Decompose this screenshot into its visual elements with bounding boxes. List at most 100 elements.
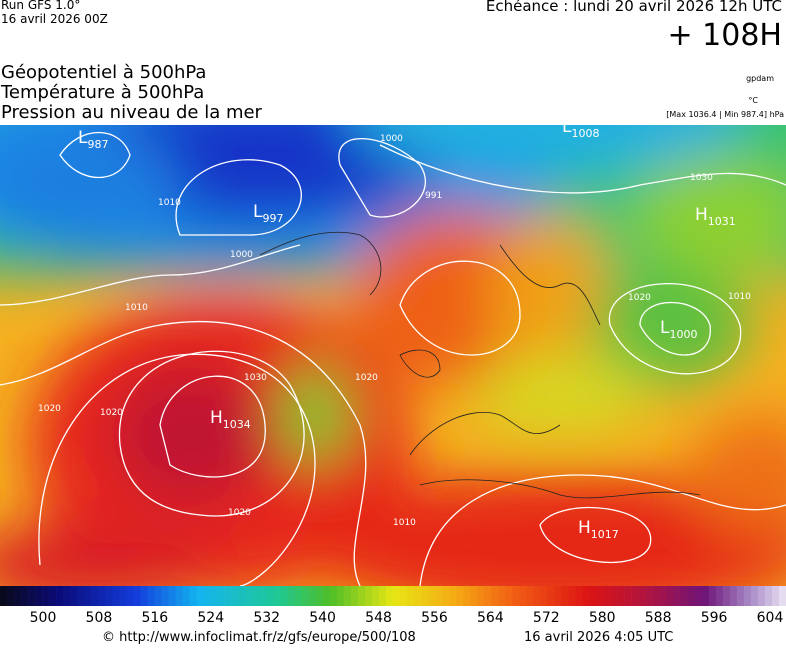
coastlines <box>259 231 701 499</box>
colorbar-label: 548 <box>365 610 392 626</box>
colorbar-swatch <box>421 586 429 606</box>
colorbar-label: 580 <box>588 610 616 626</box>
isobar-label: 1030 <box>690 173 713 183</box>
isobar-label: 1020 <box>228 508 251 518</box>
colorbar-swatch <box>182 586 190 606</box>
colorbar-swatch <box>42 586 50 606</box>
title: Pression au niveau de la mer <box>1 102 262 123</box>
isobars <box>0 132 786 586</box>
colorbar-swatch <box>357 586 366 606</box>
unit: [Max 1036.4 | Min 987.4] hPa <box>666 110 784 119</box>
colorbar-swatch <box>245 586 253 606</box>
colorbar-swatch <box>371 586 380 606</box>
colorbar-swatch <box>757 586 766 606</box>
colorbar-label: 500 <box>29 610 57 626</box>
isobar-label: 1010 <box>728 292 751 302</box>
colorbar-swatch <box>189 586 197 606</box>
center-letter: L <box>562 125 572 137</box>
forecast: Echéance : lundi 20 avril 2026 12h UTC <box>485 0 782 15</box>
colorbar-swatch <box>77 586 85 606</box>
colorbar-swatch <box>407 586 415 606</box>
colorbar-swatch <box>715 586 724 606</box>
colorbar-swatch <box>701 586 710 606</box>
colorbar-swatch <box>210 586 218 606</box>
colorbar-swatch <box>519 586 527 606</box>
colorbar-swatch <box>378 586 387 606</box>
isobar-label: 1010 <box>125 303 148 313</box>
colorbar-swatch <box>28 586 36 606</box>
colorbar-swatch <box>119 586 127 606</box>
colorbar-swatch <box>224 586 232 606</box>
colorbar-swatch <box>301 586 310 606</box>
colorbar-swatch <box>568 586 576 606</box>
colorbar-swatch <box>133 586 141 606</box>
colorbar-swatch <box>624 586 632 606</box>
colorbar-swatch <box>512 586 520 606</box>
colorbar-swatch <box>231 586 239 606</box>
colorbar-label: 524 <box>197 610 225 626</box>
colorbar-swatch <box>505 586 513 606</box>
colorbar-swatch <box>589 586 597 606</box>
colorbar-label: 516 <box>141 610 169 626</box>
colorbar-swatch <box>729 586 738 606</box>
colorbar-swatch <box>470 586 478 606</box>
colorbar-swatch <box>610 586 618 606</box>
timestamp: 16 avril 2026 4:05 UTC <box>524 630 674 645</box>
colorbar-swatch <box>736 586 745 606</box>
colorbar-swatch <box>680 586 689 606</box>
colorbar-label: 588 <box>644 610 672 626</box>
isobar-label: 1020 <box>355 373 378 383</box>
colorbar-swatch <box>217 586 225 606</box>
isobar-label: 1010 <box>393 518 416 528</box>
colorbar-swatch <box>140 586 148 606</box>
pressure-center: H1034 <box>210 408 251 431</box>
center-value: 1017 <box>591 528 619 541</box>
colorbar-swatch <box>70 586 78 606</box>
colorbar-swatch <box>582 586 590 606</box>
center-letter: H <box>695 205 708 225</box>
colorbar-swatch <box>456 586 464 606</box>
colorbar-swatch <box>154 586 162 606</box>
colorbar-swatch <box>442 586 450 606</box>
colorbar-swatch <box>294 586 303 606</box>
colorbar-swatch <box>617 586 625 606</box>
colorbar-swatch <box>631 586 639 606</box>
lead-time: + 108H <box>667 18 783 53</box>
colorbar-swatch <box>259 586 267 606</box>
colorbar-swatch <box>56 586 64 606</box>
colorbar-swatch <box>428 586 436 606</box>
colorbar-swatch <box>336 586 345 606</box>
isobar-label: 1000 <box>380 134 403 144</box>
colorbar-swatch <box>659 586 667 606</box>
colorbar-label: 604 <box>756 610 784 626</box>
colorbar-swatch <box>287 586 296 606</box>
colorbar-swatch <box>645 586 653 606</box>
isobar-label: 1000 <box>230 250 253 260</box>
title: Température à 500hPa <box>1 82 205 103</box>
center-letter: L <box>78 128 88 148</box>
colorbar-swatch <box>147 586 155 606</box>
colorbar-swatch <box>743 586 752 606</box>
center-letter: L <box>253 202 263 222</box>
colorbar-swatch <box>84 586 92 606</box>
colorbar-swatch <box>393 586 401 606</box>
center-value: 1008 <box>571 127 599 140</box>
colorbar-swatch <box>554 586 562 606</box>
center-value: 997 <box>262 212 283 225</box>
colorbar-swatch <box>329 586 338 606</box>
colorbar-swatch <box>14 586 22 606</box>
colorbar-swatch <box>112 586 120 606</box>
colorbar-swatch <box>673 586 682 606</box>
colorbar-swatch <box>385 586 394 606</box>
colorbar-swatch <box>7 586 15 606</box>
pressure-center: L987 <box>78 128 108 151</box>
map-labels: H1034H1031L1000H1017L1008L987L9971030102… <box>38 125 751 541</box>
colorbar-swatch <box>91 586 99 606</box>
pressure-center: H1031 <box>695 205 736 228</box>
colorbar-swatch <box>778 586 786 606</box>
colorbar-swatch <box>35 586 43 606</box>
colorbar-swatch <box>603 586 611 606</box>
colorbar-swatch <box>687 586 696 606</box>
colorbar-swatch <box>498 586 506 606</box>
